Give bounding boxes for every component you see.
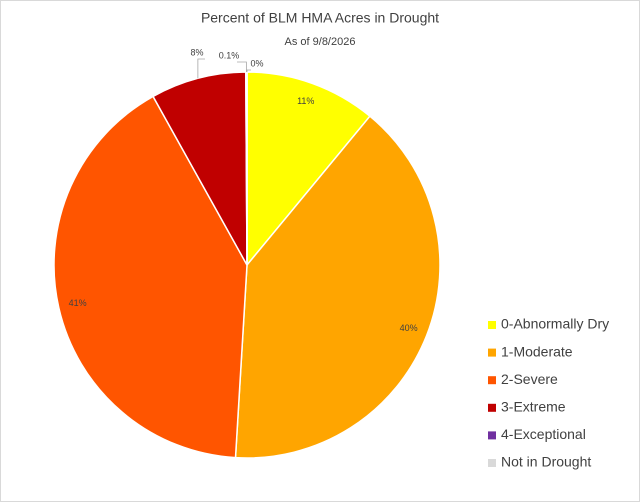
legend-swatch — [488, 321, 496, 329]
data-label: 0% — [250, 58, 263, 68]
pie-slice — [152, 71, 248, 266]
legend-label: 1-Moderate — [501, 343, 573, 359]
pie-slice — [246, 71, 371, 268]
data-label: 8% — [190, 47, 203, 57]
pie-slice — [234, 115, 441, 459]
legend-swatch — [488, 348, 496, 357]
data-label: 11% — [297, 96, 314, 106]
legend-label: 0-Abnormally Dry — [501, 316, 609, 332]
leader-line — [237, 61, 247, 73]
pie-slice — [53, 95, 248, 459]
data-label: 41% — [69, 298, 87, 308]
legend-label: 4-Exceptional — [501, 426, 586, 442]
legend-swatch — [488, 376, 496, 385]
legend-label: Not in Drought — [501, 454, 591, 470]
chart-title: Percent of BLM HMA Acres in Drought — [201, 10, 439, 26]
leader-line — [246, 69, 251, 72]
leader-line — [197, 58, 205, 79]
legend-swatch — [488, 403, 496, 412]
legend-label: 2-Severe — [501, 371, 558, 387]
chart-subtitle: As of 9/8/2026 — [285, 36, 356, 48]
data-label: 0.1% — [219, 50, 240, 60]
legend-swatch — [488, 459, 496, 467]
data-label: 40% — [400, 323, 418, 333]
legend-swatch — [488, 431, 496, 440]
legend-label: 3-Extreme — [501, 399, 566, 415]
